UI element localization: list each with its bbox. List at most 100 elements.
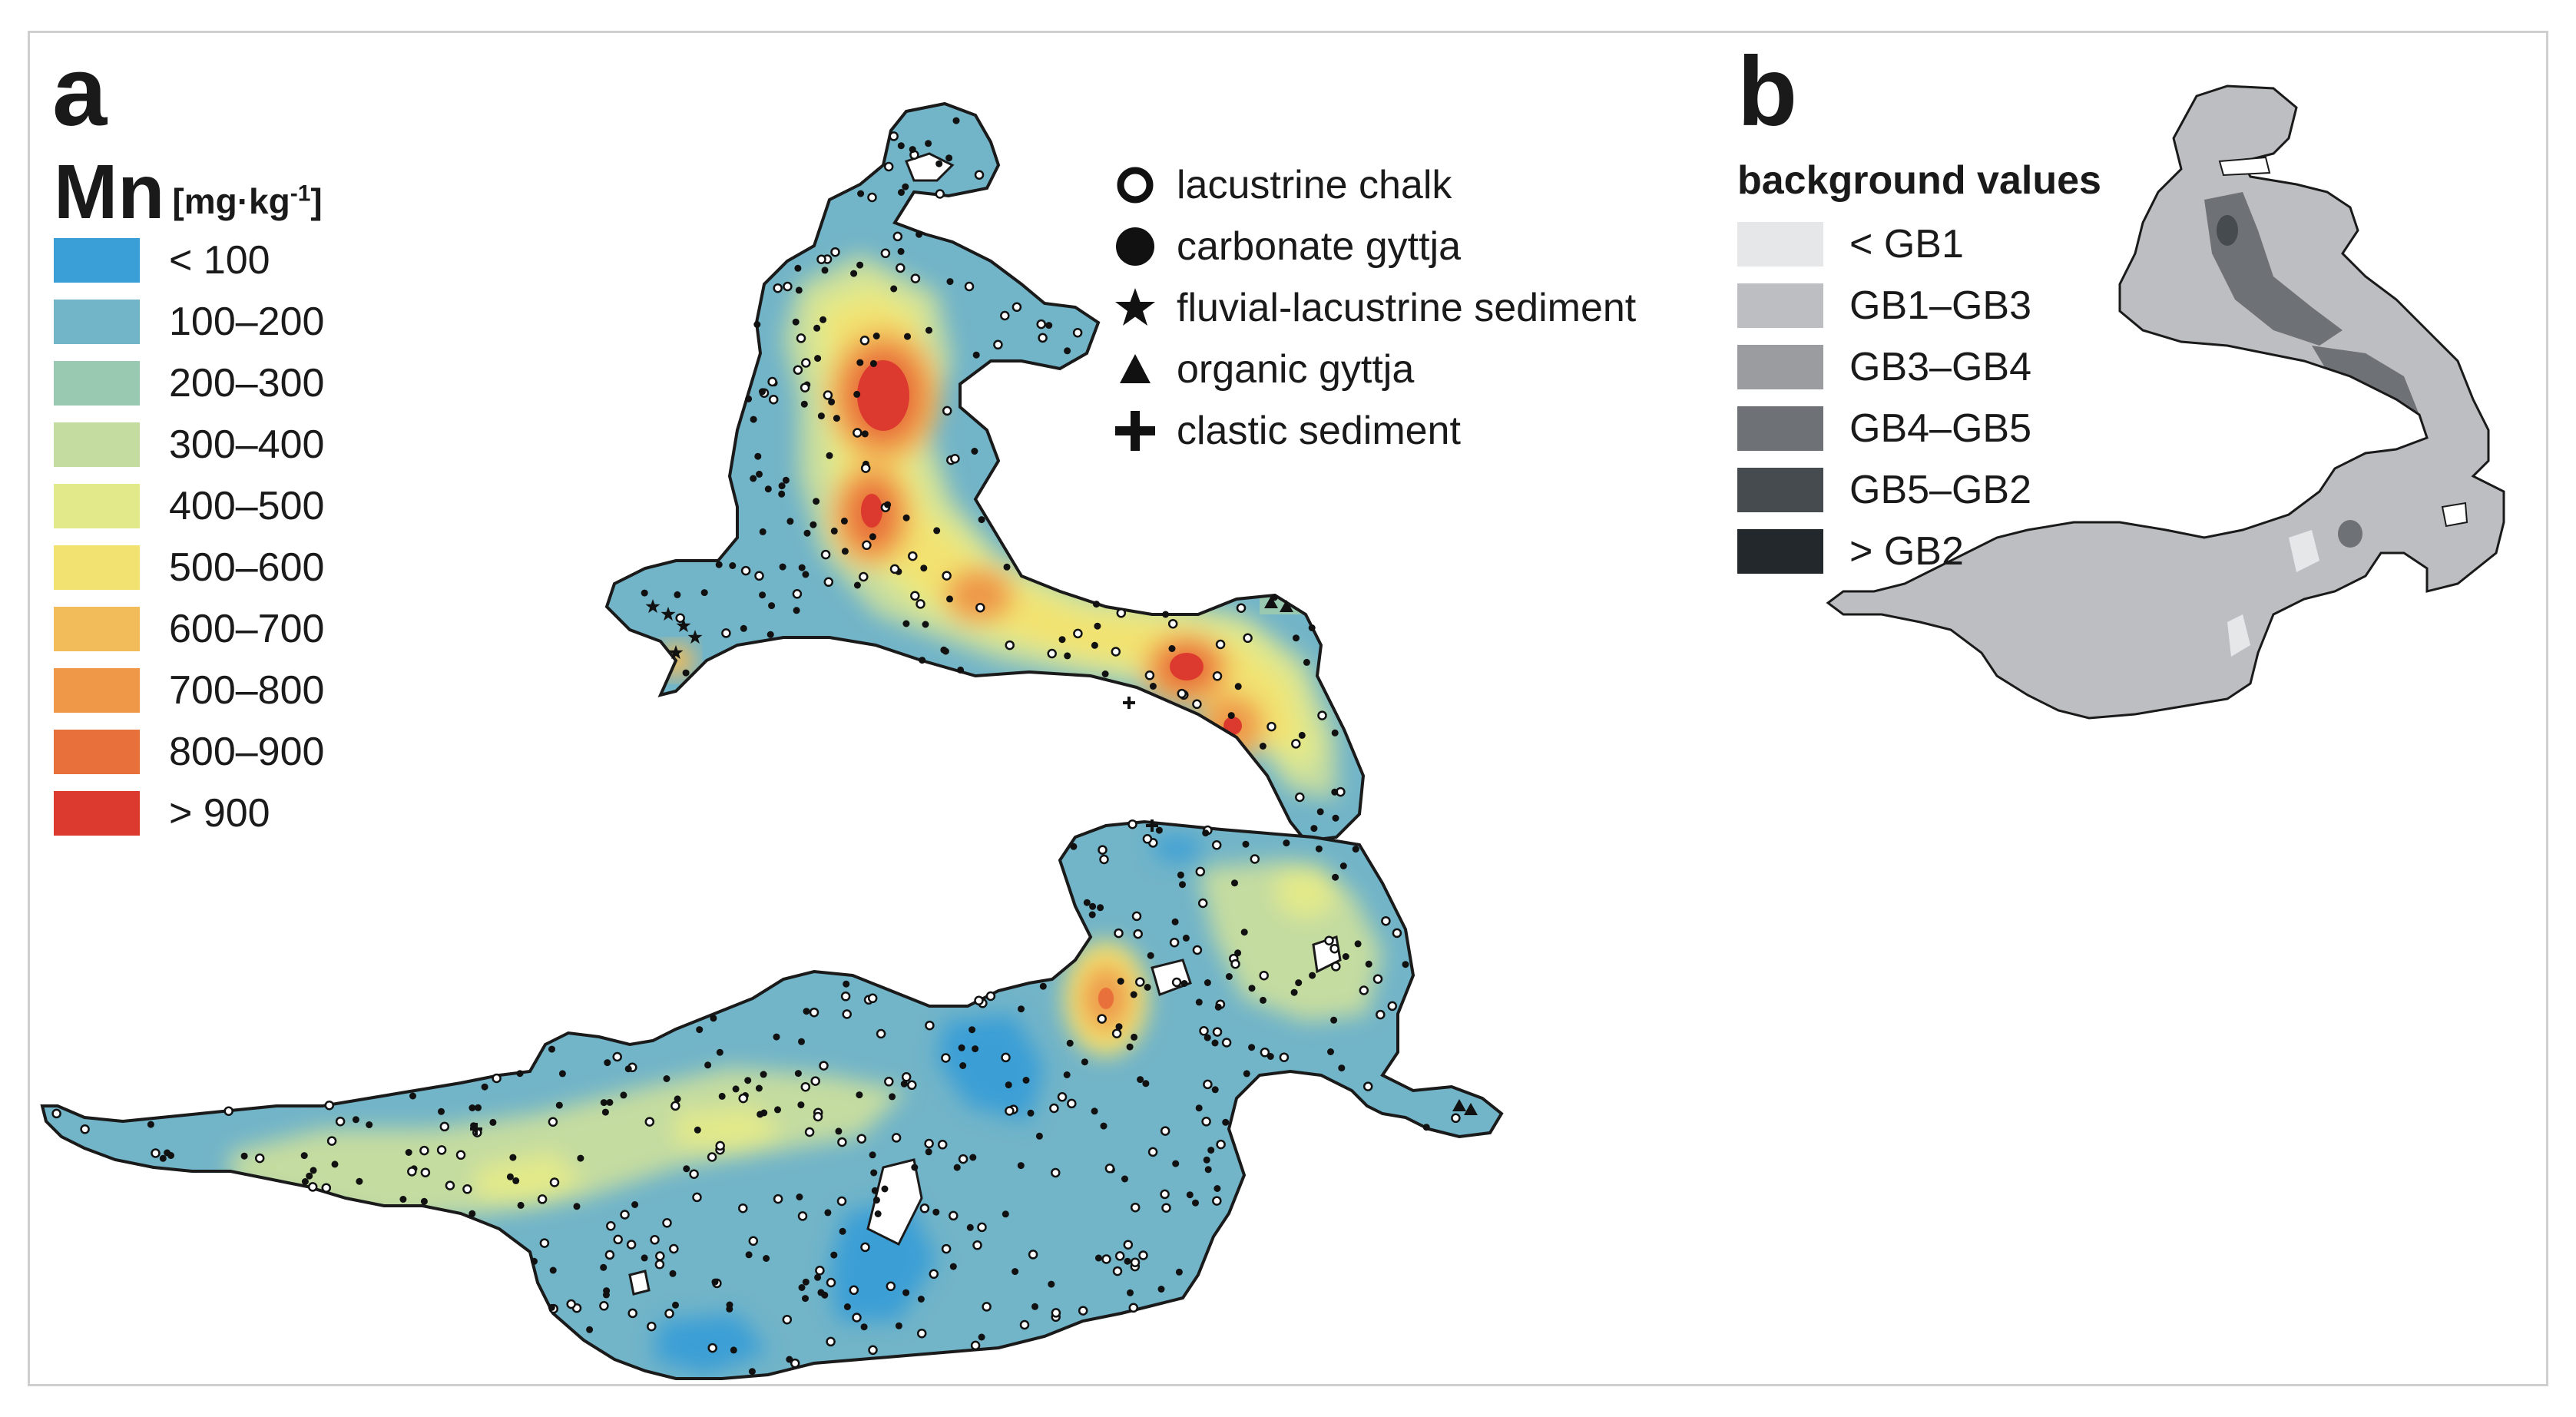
sample-point bbox=[405, 1149, 412, 1156]
sample-point bbox=[782, 1314, 793, 1325]
sample-point bbox=[813, 498, 820, 505]
sample-point bbox=[1242, 840, 1250, 848]
sample-point bbox=[1211, 840, 1222, 850]
sample-point bbox=[147, 1121, 154, 1128]
sample-point bbox=[729, 562, 737, 569]
sample-point bbox=[774, 1106, 781, 1114]
sample-point bbox=[664, 1309, 674, 1319]
sample-point bbox=[796, 333, 806, 343]
sample-point bbox=[1017, 1162, 1025, 1170]
cross-icon bbox=[1115, 411, 1155, 451]
sample-point bbox=[1135, 977, 1145, 987]
bg-swatch bbox=[1737, 529, 1823, 574]
sample-point bbox=[512, 1177, 520, 1184]
sample-point bbox=[782, 476, 790, 484]
sample-point bbox=[815, 1266, 825, 1276]
sample-point bbox=[1051, 1308, 1061, 1318]
sample-point bbox=[704, 1061, 712, 1069]
sample-point bbox=[1259, 970, 1269, 981]
legend-swatch bbox=[54, 238, 140, 283]
sample-point bbox=[760, 1071, 767, 1078]
clastic-sediment-marker bbox=[1123, 697, 1135, 709]
sample-point bbox=[1216, 1139, 1226, 1150]
sample-point bbox=[1295, 979, 1303, 987]
sample-point bbox=[321, 1183, 332, 1193]
sample-point bbox=[972, 1045, 979, 1053]
sample-point bbox=[821, 267, 829, 274]
sample-point bbox=[1144, 670, 1155, 680]
sample-point bbox=[1130, 991, 1137, 998]
sample-point bbox=[778, 490, 786, 498]
sample-point bbox=[823, 390, 833, 400]
sample-point bbox=[830, 247, 840, 257]
sample-point bbox=[975, 602, 985, 613]
sample-point bbox=[891, 1133, 902, 1143]
sample-point bbox=[798, 1284, 806, 1291]
sample-point bbox=[802, 1295, 809, 1303]
sample-point bbox=[867, 192, 877, 203]
sample-point bbox=[696, 1026, 704, 1034]
sample-point bbox=[1279, 1052, 1290, 1062]
sample-point bbox=[352, 1116, 359, 1124]
sample-point bbox=[604, 1059, 611, 1067]
sample-point bbox=[1227, 712, 1235, 720]
sample-point bbox=[1236, 603, 1247, 613]
sample-point bbox=[1002, 1210, 1009, 1218]
sample-point bbox=[813, 324, 821, 332]
sample-point bbox=[745, 395, 753, 402]
sample-point bbox=[683, 1165, 690, 1173]
sample-point bbox=[1114, 928, 1124, 939]
sample-point bbox=[726, 1301, 733, 1309]
sample-point bbox=[814, 355, 822, 363]
fluvial-sediment-marker bbox=[661, 607, 676, 621]
sample-point bbox=[1332, 814, 1339, 822]
sample-point bbox=[904, 333, 911, 340]
clastic-sediment-marker bbox=[470, 1123, 482, 1135]
sample-point bbox=[1290, 988, 1298, 996]
sample-point bbox=[907, 1080, 917, 1091]
sample-point bbox=[786, 518, 794, 525]
sample-point bbox=[641, 589, 648, 597]
sample-point bbox=[721, 628, 731, 638]
legend-swatch bbox=[54, 361, 140, 406]
bg-swatch bbox=[1737, 283, 1823, 328]
sample-point bbox=[1128, 1303, 1139, 1313]
sample-point bbox=[1327, 1048, 1334, 1055]
sample-point bbox=[1083, 899, 1091, 906]
sample-point bbox=[738, 1093, 748, 1104]
sample-point bbox=[860, 463, 871, 473]
sample-point bbox=[1036, 319, 1046, 329]
sample-point bbox=[663, 1075, 670, 1082]
sample-point bbox=[929, 1269, 939, 1280]
sample-point bbox=[898, 189, 905, 196]
sample-point bbox=[852, 1313, 862, 1323]
sample-point bbox=[985, 991, 996, 1002]
sample-point bbox=[869, 533, 876, 541]
sample-point bbox=[1352, 846, 1359, 853]
sample-point bbox=[1204, 1166, 1212, 1174]
sample-point bbox=[897, 142, 905, 150]
sample-point bbox=[1089, 902, 1097, 910]
sample-point bbox=[1211, 1086, 1219, 1094]
sample-point bbox=[606, 1098, 614, 1106]
sample-point bbox=[558, 1070, 566, 1078]
sample-point bbox=[1072, 327, 1083, 338]
sample-point bbox=[897, 247, 905, 255]
open-circle-icon bbox=[1117, 167, 1154, 204]
sample-point bbox=[1058, 636, 1066, 644]
sample-point bbox=[670, 1101, 680, 1111]
sample-point bbox=[641, 1254, 648, 1262]
legend-label: < 100 bbox=[169, 238, 270, 283]
sample-point bbox=[1067, 1098, 1077, 1109]
sample-point bbox=[1248, 1044, 1256, 1051]
sample-point bbox=[740, 624, 747, 632]
sample-point bbox=[779, 563, 786, 571]
sample-point bbox=[1175, 1268, 1183, 1276]
sample-point bbox=[1201, 1117, 1211, 1127]
sample-point bbox=[1115, 1023, 1123, 1031]
sample-point bbox=[647, 1321, 657, 1332]
sample-point bbox=[1182, 934, 1190, 942]
sample-point bbox=[1138, 1250, 1148, 1260]
sample-point bbox=[310, 1167, 317, 1174]
sample-point bbox=[958, 1154, 968, 1164]
